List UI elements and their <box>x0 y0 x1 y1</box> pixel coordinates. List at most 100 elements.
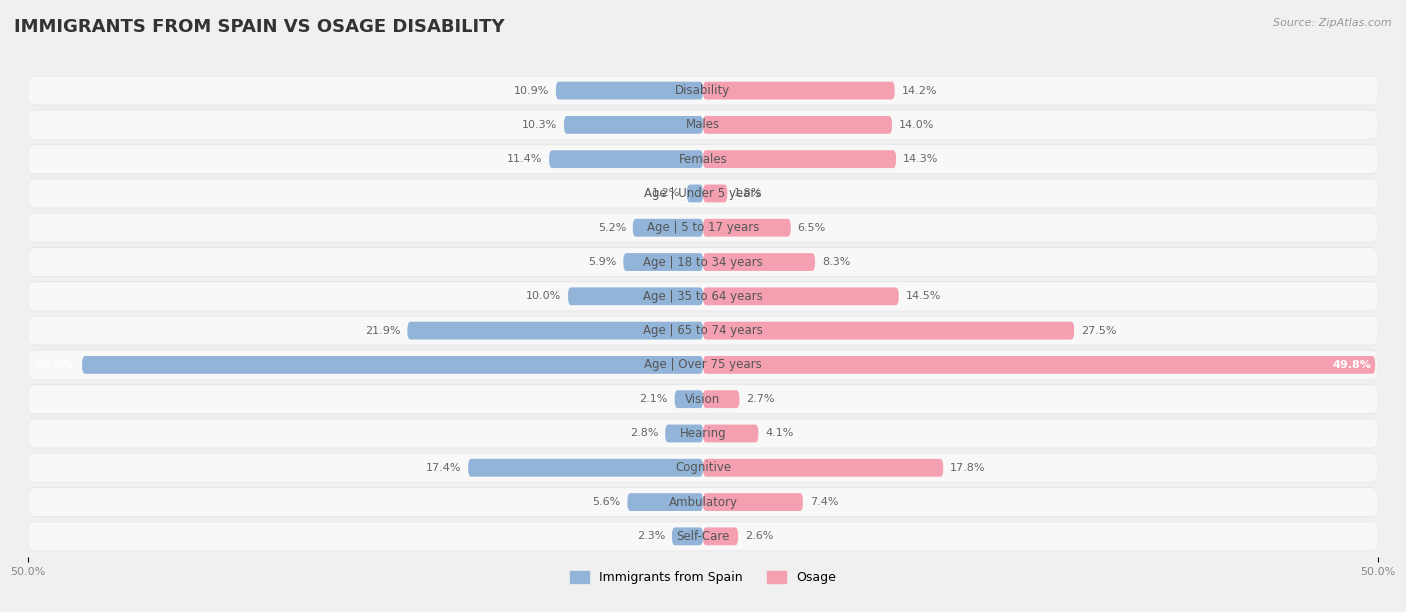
FancyBboxPatch shape <box>665 425 703 442</box>
FancyBboxPatch shape <box>28 178 1378 209</box>
Text: Age | 5 to 17 years: Age | 5 to 17 years <box>647 222 759 234</box>
FancyBboxPatch shape <box>28 385 1378 413</box>
Text: 46.0%: 46.0% <box>35 360 73 370</box>
Text: Age | 35 to 64 years: Age | 35 to 64 years <box>643 290 763 303</box>
Text: Age | Under 5 years: Age | Under 5 years <box>644 187 762 200</box>
FancyBboxPatch shape <box>28 351 1378 379</box>
FancyBboxPatch shape <box>703 116 891 134</box>
Text: 5.2%: 5.2% <box>598 223 626 233</box>
FancyBboxPatch shape <box>468 459 703 477</box>
Text: 11.4%: 11.4% <box>508 154 543 164</box>
FancyBboxPatch shape <box>28 488 1378 516</box>
Text: 2.1%: 2.1% <box>640 394 668 404</box>
FancyBboxPatch shape <box>82 356 703 374</box>
FancyBboxPatch shape <box>564 116 703 134</box>
FancyBboxPatch shape <box>28 212 1378 243</box>
FancyBboxPatch shape <box>686 185 703 203</box>
FancyBboxPatch shape <box>28 76 1378 105</box>
Text: 14.2%: 14.2% <box>901 86 936 95</box>
FancyBboxPatch shape <box>623 253 703 271</box>
FancyBboxPatch shape <box>703 322 1074 340</box>
FancyBboxPatch shape <box>703 253 815 271</box>
Text: 5.6%: 5.6% <box>592 497 620 507</box>
FancyBboxPatch shape <box>703 356 1375 374</box>
FancyBboxPatch shape <box>703 390 740 408</box>
Text: 10.0%: 10.0% <box>526 291 561 301</box>
FancyBboxPatch shape <box>28 110 1378 140</box>
Text: Self-Care: Self-Care <box>676 530 730 543</box>
FancyBboxPatch shape <box>28 214 1378 242</box>
FancyBboxPatch shape <box>28 111 1378 139</box>
FancyBboxPatch shape <box>28 521 1378 551</box>
Text: 14.0%: 14.0% <box>898 120 934 130</box>
FancyBboxPatch shape <box>28 144 1378 174</box>
Text: 6.5%: 6.5% <box>797 223 825 233</box>
FancyBboxPatch shape <box>28 145 1378 173</box>
FancyBboxPatch shape <box>672 528 703 545</box>
FancyBboxPatch shape <box>28 453 1378 483</box>
Text: Source: ZipAtlas.com: Source: ZipAtlas.com <box>1274 18 1392 28</box>
Text: 5.9%: 5.9% <box>588 257 617 267</box>
Text: Vision: Vision <box>685 393 721 406</box>
Text: 8.3%: 8.3% <box>821 257 851 267</box>
FancyBboxPatch shape <box>633 219 703 237</box>
FancyBboxPatch shape <box>28 419 1378 447</box>
FancyBboxPatch shape <box>28 350 1378 380</box>
FancyBboxPatch shape <box>703 185 727 203</box>
FancyBboxPatch shape <box>555 81 703 100</box>
Text: 27.5%: 27.5% <box>1081 326 1116 335</box>
Legend: Immigrants from Spain, Osage: Immigrants from Spain, Osage <box>565 566 841 589</box>
FancyBboxPatch shape <box>568 288 703 305</box>
FancyBboxPatch shape <box>408 322 703 340</box>
Text: Cognitive: Cognitive <box>675 461 731 474</box>
FancyBboxPatch shape <box>28 247 1378 277</box>
Text: 14.5%: 14.5% <box>905 291 941 301</box>
Text: 2.7%: 2.7% <box>747 394 775 404</box>
Text: Age | Over 75 years: Age | Over 75 years <box>644 359 762 371</box>
Text: 1.8%: 1.8% <box>734 188 762 198</box>
FancyBboxPatch shape <box>28 179 1378 207</box>
Text: 17.8%: 17.8% <box>950 463 986 472</box>
FancyBboxPatch shape <box>28 487 1378 517</box>
FancyBboxPatch shape <box>675 390 703 408</box>
FancyBboxPatch shape <box>703 459 943 477</box>
FancyBboxPatch shape <box>28 522 1378 550</box>
FancyBboxPatch shape <box>28 282 1378 310</box>
Text: IMMIGRANTS FROM SPAIN VS OSAGE DISABILITY: IMMIGRANTS FROM SPAIN VS OSAGE DISABILIT… <box>14 18 505 36</box>
FancyBboxPatch shape <box>703 151 896 168</box>
FancyBboxPatch shape <box>28 316 1378 346</box>
FancyBboxPatch shape <box>28 75 1378 106</box>
Text: 21.9%: 21.9% <box>366 326 401 335</box>
Text: Males: Males <box>686 118 720 132</box>
Text: 2.3%: 2.3% <box>637 531 665 542</box>
Text: 2.6%: 2.6% <box>745 531 773 542</box>
Text: 14.3%: 14.3% <box>903 154 938 164</box>
Text: 49.8%: 49.8% <box>1333 360 1371 370</box>
Text: Females: Females <box>679 152 727 166</box>
FancyBboxPatch shape <box>703 493 803 511</box>
FancyBboxPatch shape <box>28 282 1378 312</box>
FancyBboxPatch shape <box>28 248 1378 276</box>
FancyBboxPatch shape <box>550 151 703 168</box>
FancyBboxPatch shape <box>703 81 894 100</box>
FancyBboxPatch shape <box>28 384 1378 414</box>
FancyBboxPatch shape <box>703 528 738 545</box>
FancyBboxPatch shape <box>627 493 703 511</box>
FancyBboxPatch shape <box>28 316 1378 345</box>
Text: Age | 65 to 74 years: Age | 65 to 74 years <box>643 324 763 337</box>
Text: 17.4%: 17.4% <box>426 463 461 472</box>
FancyBboxPatch shape <box>703 425 758 442</box>
FancyBboxPatch shape <box>703 288 898 305</box>
Text: 10.3%: 10.3% <box>522 120 557 130</box>
Text: Age | 18 to 34 years: Age | 18 to 34 years <box>643 256 763 269</box>
Text: 10.9%: 10.9% <box>513 86 550 95</box>
Text: 4.1%: 4.1% <box>765 428 793 438</box>
Text: 7.4%: 7.4% <box>810 497 838 507</box>
Text: 2.8%: 2.8% <box>630 428 658 438</box>
Text: Disability: Disability <box>675 84 731 97</box>
Text: Hearing: Hearing <box>679 427 727 440</box>
Text: 1.2%: 1.2% <box>651 188 681 198</box>
FancyBboxPatch shape <box>28 453 1378 482</box>
Text: Ambulatory: Ambulatory <box>668 496 738 509</box>
FancyBboxPatch shape <box>28 419 1378 449</box>
